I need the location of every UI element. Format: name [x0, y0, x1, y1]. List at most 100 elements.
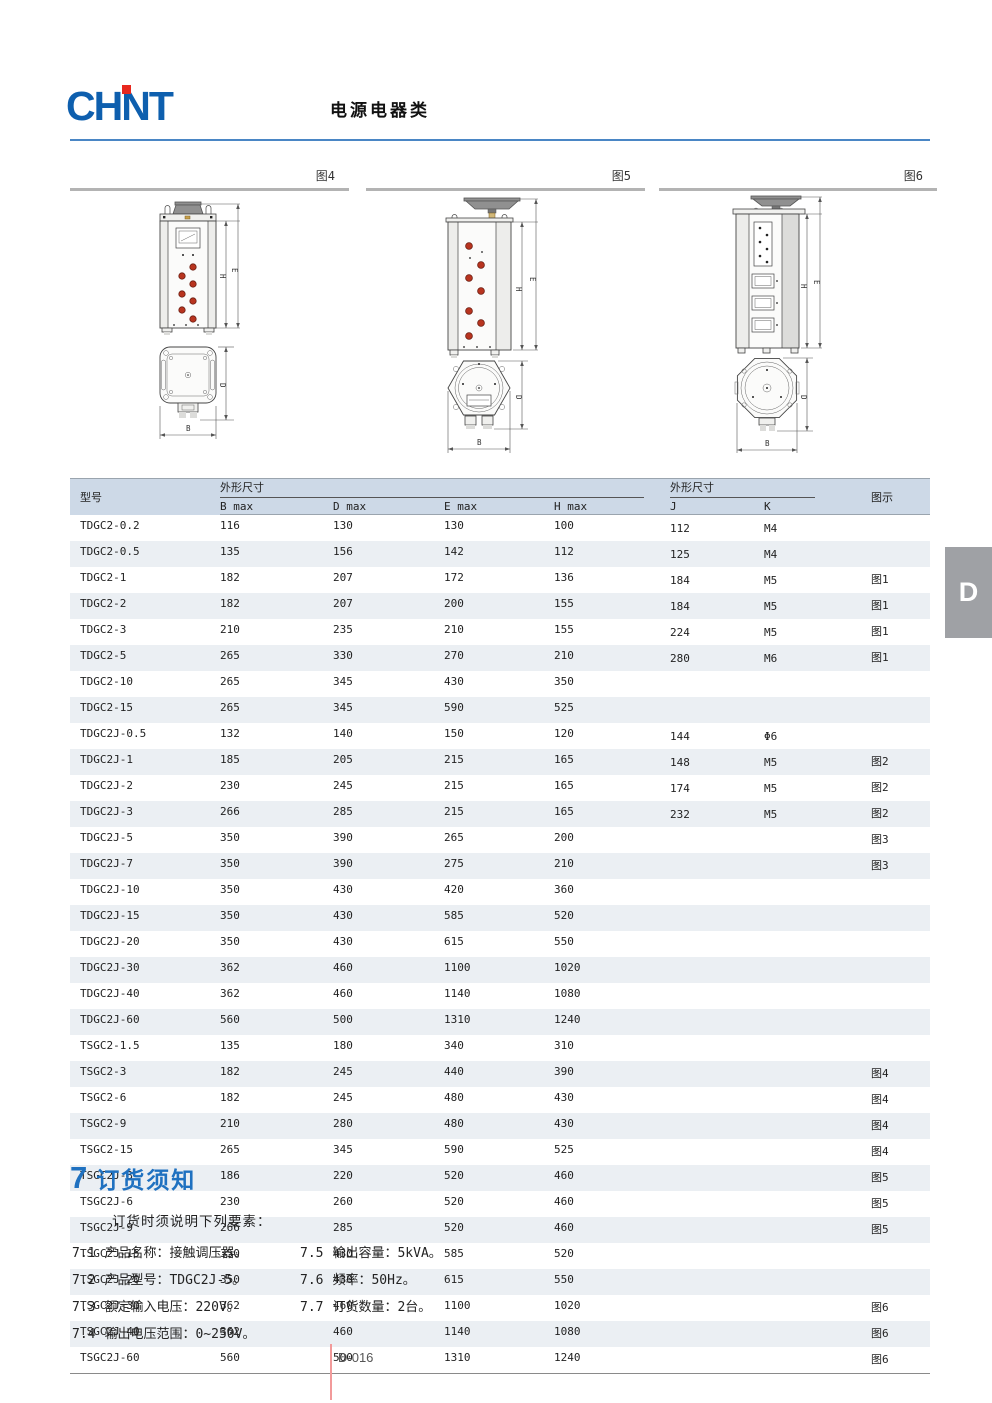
cell-value — [764, 1061, 871, 1087]
cell-value: 144 — [670, 730, 690, 743]
cell-value: 116 — [220, 519, 240, 532]
col-header-figure: 图示 — [871, 478, 930, 515]
inspection-windows — [751, 273, 778, 333]
cell-value: 280 — [670, 652, 690, 665]
table-row: TDGC2-1 182 207 172 136 184 M5 图1 — [70, 567, 930, 593]
cell-value: 350 — [220, 909, 240, 922]
cell-value: 210 — [220, 623, 240, 636]
col-header-k: K — [764, 498, 871, 515]
table-row: TDGC2J-30 362 460 1100 1020 — [70, 957, 930, 983]
handwheel-rim — [750, 195, 802, 200]
cell-value: 266 — [220, 1221, 240, 1234]
ordering-item: 7.3 额定输入电压：220V。 — [72, 1300, 240, 1315]
cell-value: 232 — [670, 808, 690, 821]
cell-value: 460 — [554, 1221, 574, 1234]
cell-figure-ref — [871, 697, 930, 723]
cell-value: 142 — [444, 545, 464, 558]
cell-value — [670, 879, 764, 905]
cell-figure-ref — [871, 983, 930, 1009]
cell-value: 360 — [554, 883, 574, 896]
cell-value: 460 — [554, 1195, 574, 1208]
terminal-block — [758, 417, 776, 426]
figure6-drawing: H E D B — [732, 195, 822, 453]
cell-value: 430 — [333, 909, 353, 922]
table-row: TSGC2-1.5 135 180 340 310 — [70, 1035, 930, 1061]
lifting-hook-left — [451, 214, 458, 222]
logo-text: CHNT — [66, 83, 174, 129]
cell-value: 585 — [444, 909, 464, 922]
cell-value: 615 — [444, 935, 464, 948]
cell-value: 215 — [444, 779, 464, 792]
cell-value — [670, 931, 764, 957]
cell-figure-ref: 图1 — [871, 599, 889, 612]
cell-value: 430 — [554, 1091, 574, 1104]
table-row: TDGC2J-60 560 500 1310 1240 — [70, 1009, 930, 1035]
cell-model: TSGC2-6 — [80, 1091, 127, 1104]
dim-label-e: E — [812, 280, 821, 285]
cell-model: TDGC2-0.2 — [80, 518, 140, 532]
dim-label-h: H — [218, 274, 227, 279]
cell-value: 420 — [444, 883, 464, 896]
cell-value: 210 — [444, 623, 464, 636]
cell-value: M5 — [764, 600, 778, 613]
fig5-top-view: D B — [447, 360, 528, 453]
cell-value: 245 — [333, 1065, 353, 1078]
col-group-dimensions-1: 外形尺寸 — [220, 478, 670, 498]
cell-value: 172 — [444, 571, 464, 584]
chapter-tab: D — [945, 547, 992, 638]
cell-value: 210 — [554, 857, 574, 870]
cell-value: 186 — [220, 1169, 240, 1182]
cell-value: 460 — [333, 961, 353, 974]
cell-figure-ref: 图5 — [871, 1197, 889, 1210]
cell-value: 180 — [333, 1039, 353, 1052]
cell-value: 230 — [220, 779, 240, 792]
cell-value — [764, 931, 871, 957]
ordering-heading: 7 订货须知 — [70, 1160, 670, 1196]
cell-value: 132 — [220, 727, 240, 740]
cell-figure-ref: 图5 — [871, 1223, 889, 1236]
cell-figure-ref — [871, 671, 930, 697]
cell-figure-ref — [871, 905, 930, 931]
cell-value: 460 — [333, 987, 353, 1000]
cell-figure-ref — [871, 1009, 930, 1035]
cell-value: 520 — [554, 1247, 574, 1260]
cell-model: TDGC2-10 — [80, 675, 133, 688]
chapter-tab-label: D — [958, 577, 979, 607]
table-row: TSGC2J-15 350 430 585 520 — [70, 1243, 930, 1269]
cell-value — [764, 827, 871, 853]
table-row: TSGC2J-20 350 430 615 550 — [70, 1269, 930, 1295]
knob-rim — [174, 201, 202, 206]
cell-value: 265 — [220, 675, 240, 688]
cell-value: 165 — [554, 805, 574, 818]
ordering-item: 7.4 输出电压范围：0~250V。 — [72, 1327, 256, 1342]
cell-value: 130 — [444, 519, 464, 532]
cell-model: TDGC2J-20 — [80, 935, 140, 948]
cell-model: TDGC2-15 — [80, 701, 133, 714]
cell-value: 350 — [220, 831, 240, 844]
table-row: TDGC2J-5 350 390 265 200 图3 — [70, 827, 930, 853]
ordering-section: 7 订货须知 订货时须说明下列要素： 7.1 产品名称：接触调压器。 7.2 产品型号… — [70, 1160, 670, 1342]
col-header-model: 型号 — [70, 478, 220, 515]
lifting-hook-left — [164, 205, 171, 214]
cell-value: 220 — [333, 1169, 353, 1182]
cell-value: 230 — [220, 1195, 240, 1208]
cell-value — [764, 1009, 871, 1035]
cell-model: TSGC2J-3 — [80, 1169, 133, 1182]
cell-value: 135 — [220, 1039, 240, 1052]
page-title: 电源电器类 — [330, 101, 430, 121]
table-row: TDGC2J-0.5 132 140 150 120 144 Φ6 — [70, 723, 930, 749]
table-row: TDGC2J-3 266 285 215 165 232 M5 图2 — [70, 801, 930, 827]
cell-value: 184 — [670, 600, 690, 613]
cell-figure-ref: 图2 — [871, 807, 889, 820]
col-header-bmax: B max — [220, 498, 333, 515]
cell-model: TDGC2-1 — [80, 571, 127, 584]
cell-value — [764, 1139, 871, 1165]
cell-value — [764, 1217, 871, 1243]
cell-figure-ref: 图4 — [871, 1093, 889, 1106]
cell-figure-ref: 图6 — [871, 1353, 889, 1366]
cell-model: TDGC2J-1 — [80, 753, 133, 766]
table-row: TSGC2J-40 362 460 1140 1080 图6 — [70, 1321, 930, 1347]
cell-value: 210 — [220, 1117, 240, 1130]
logo-red-dot — [122, 85, 131, 94]
